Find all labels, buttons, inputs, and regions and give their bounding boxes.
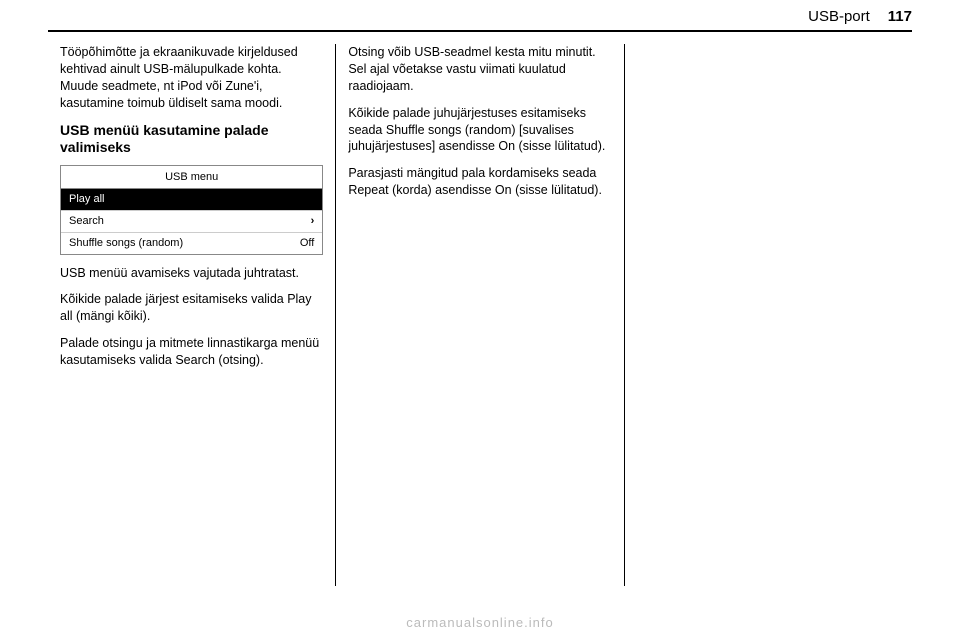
- menu-row-shuffle: Shuffle songs (random) Off: [61, 233, 322, 254]
- column-3: [624, 44, 912, 586]
- column-1: Tööpõhimõtte ja ekraanikuvade kirjelduse…: [48, 44, 335, 586]
- section-title: USB-port: [808, 8, 870, 25]
- column-2: Otsing võib USB-seadmel kesta mitu minut…: [335, 44, 623, 586]
- menu-row-label: Search: [69, 214, 104, 229]
- paragraph: Parasjasti mängitud pala kordamiseks sea…: [348, 165, 611, 199]
- page-number: 117: [888, 8, 912, 25]
- paragraph: Tööpõhimõtte ja ekraanikuvade kirjelduse…: [60, 44, 323, 112]
- paragraph: Kõikide palade järjest esitamiseks valid…: [60, 291, 323, 325]
- menu-row-search: Search ›: [61, 211, 322, 233]
- paragraph: Palade otsingu ja mitmete linnastikarga …: [60, 335, 323, 369]
- usb-menu-title: USB menu: [61, 166, 322, 190]
- page-header: USB-port 117: [808, 8, 912, 25]
- heading: USB menüü kasutamine palade valimiseks: [60, 122, 323, 157]
- columns: Tööpõhimõtte ja ekraanikuvade kirjelduse…: [48, 44, 912, 586]
- watermark: carmanualsonline.info: [0, 615, 960, 630]
- paragraph: Otsing võib USB-seadmel kesta mitu minut…: [348, 44, 611, 95]
- chevron-right-icon: ›: [311, 214, 315, 229]
- header-rule: [48, 30, 912, 32]
- menu-row-label: Shuffle songs (random): [69, 236, 183, 251]
- usb-menu-screenshot: USB menu Play all Search › Shuffle songs…: [60, 165, 323, 255]
- paragraph: Kõikide palade juhujärjestuses esitamise…: [348, 105, 611, 156]
- page: USB-port 117 Tööpõhimõtte ja ekraanikuvad…: [0, 0, 960, 642]
- menu-row-play-all: Play all: [61, 189, 322, 211]
- menu-row-right: Off: [300, 236, 314, 251]
- menu-row-label: Play all: [69, 192, 104, 207]
- paragraph: USB menüü avamiseks vajutada juhtratast.: [60, 265, 323, 282]
